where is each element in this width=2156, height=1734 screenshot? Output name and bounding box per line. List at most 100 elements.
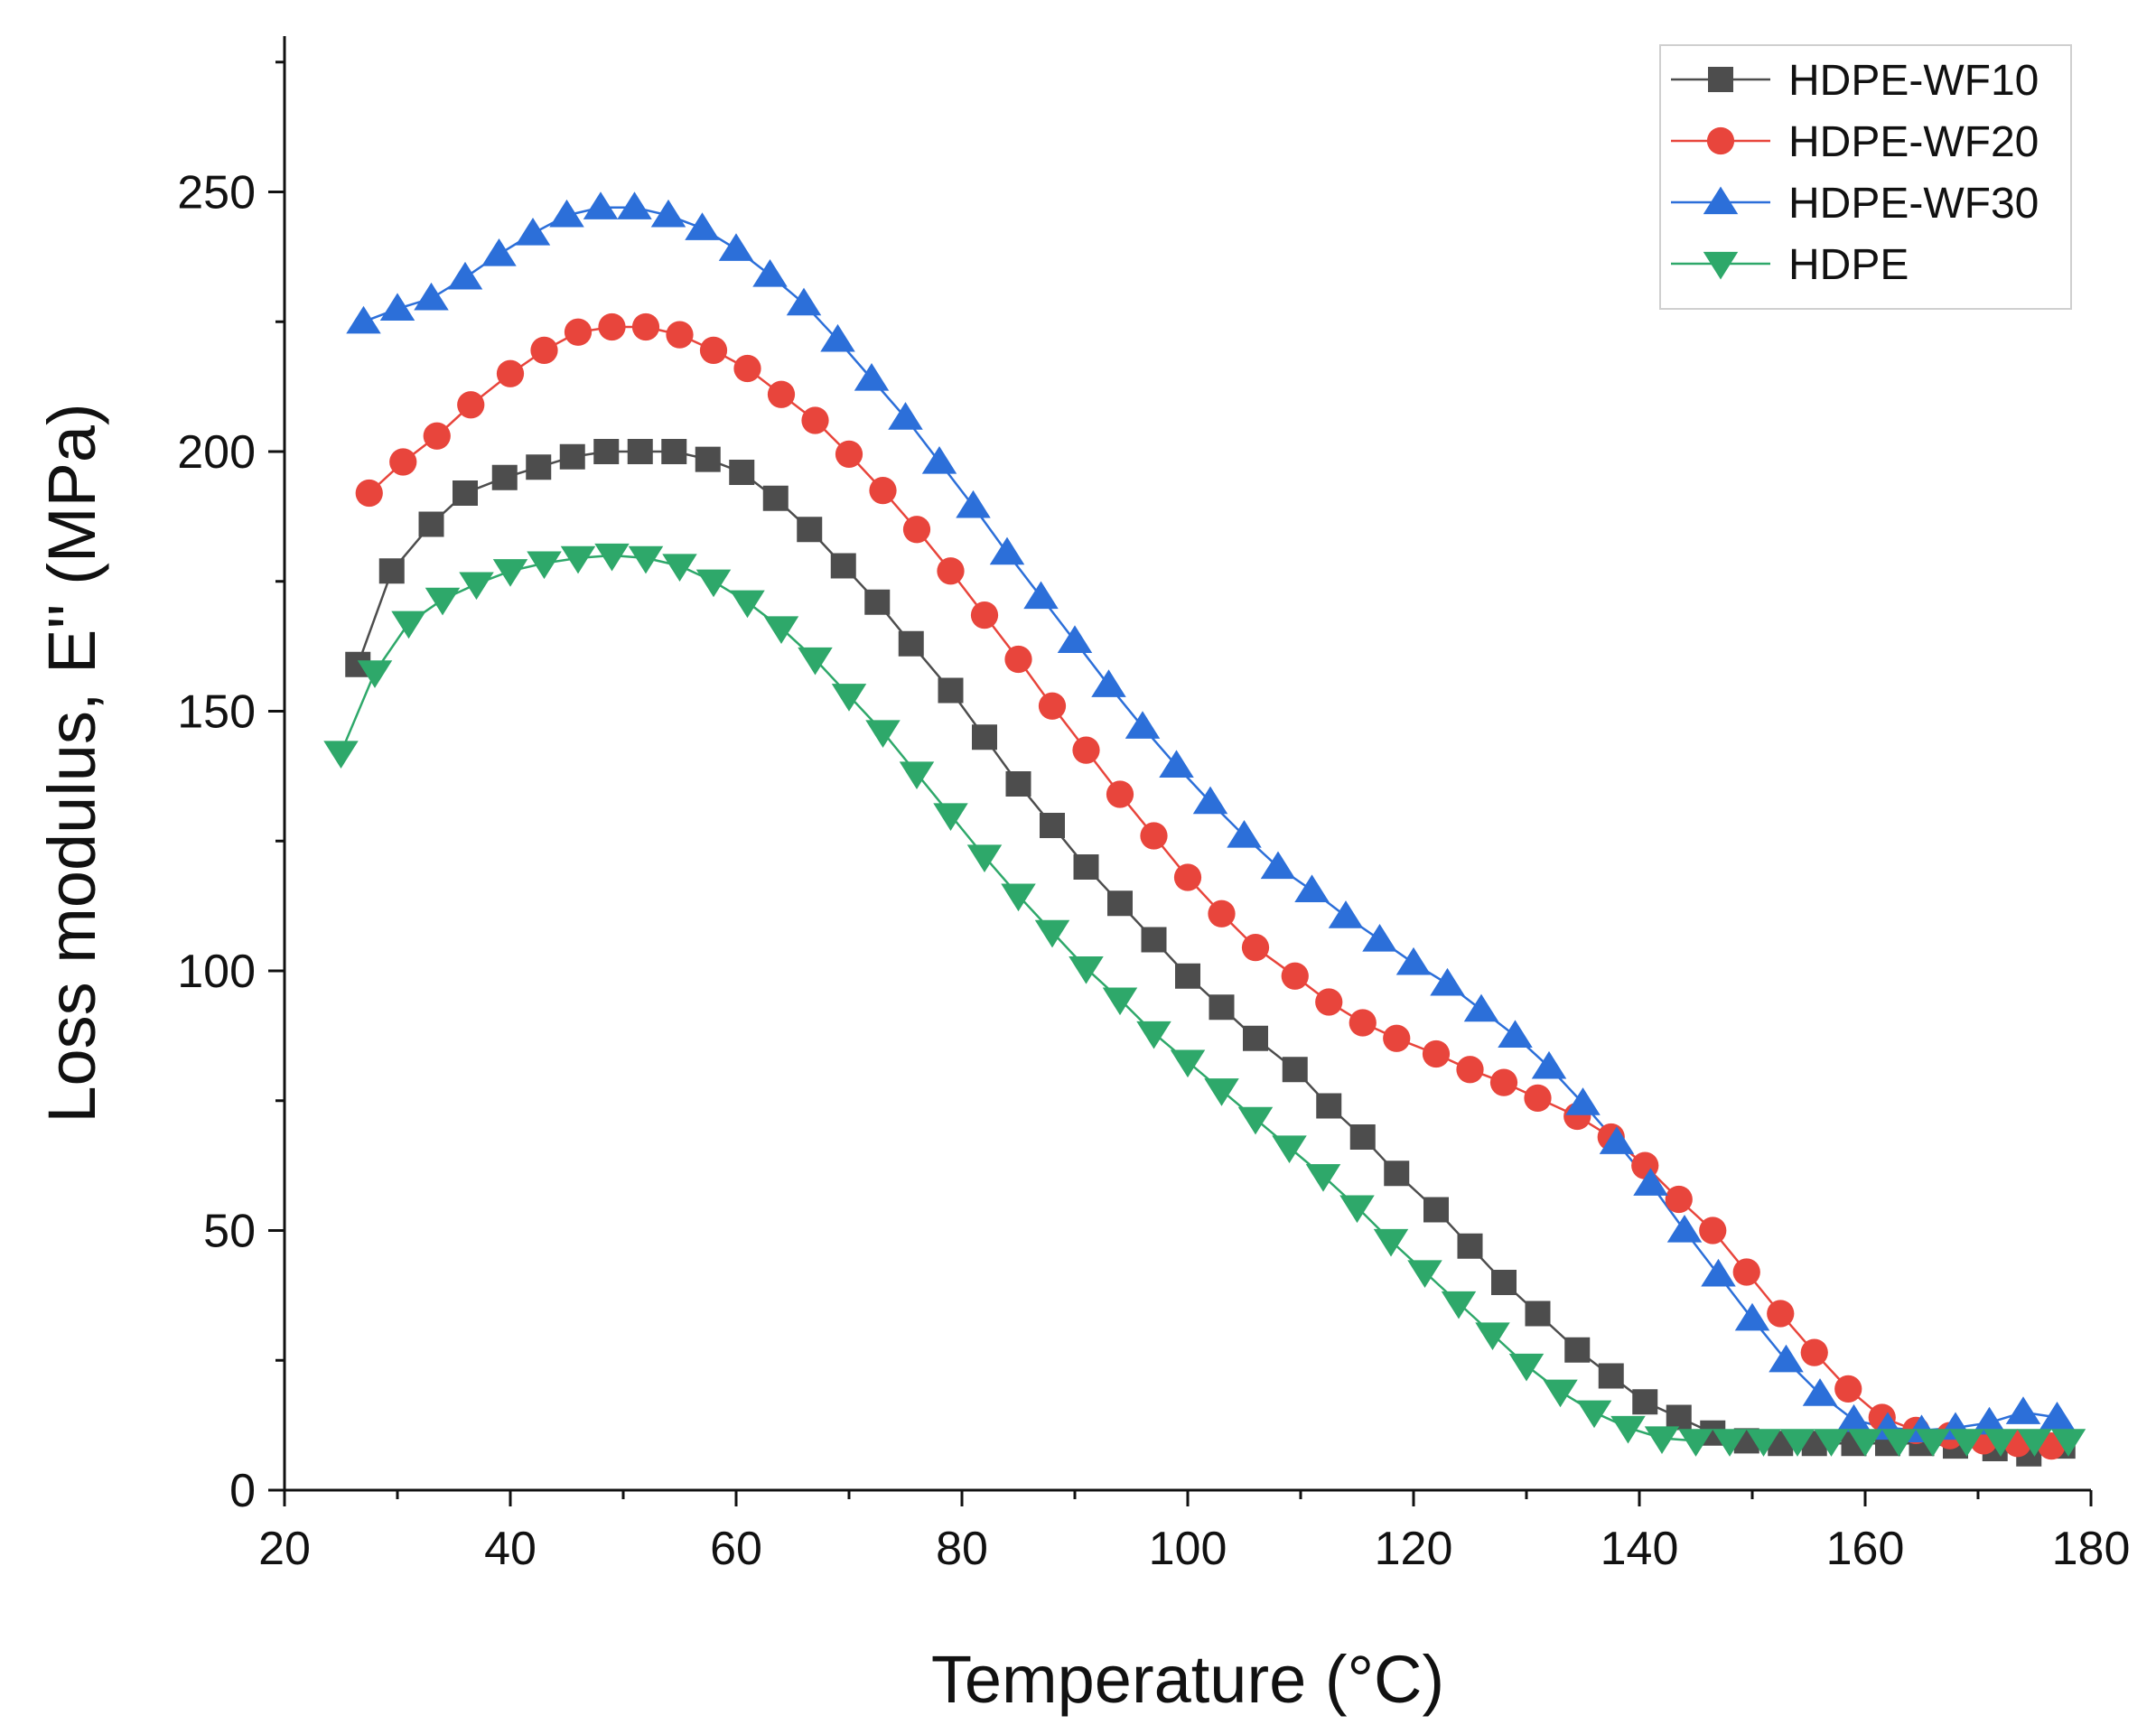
data-point-hdpe-wf20-14 — [835, 440, 863, 468]
data-point-hdpe-11 — [695, 569, 732, 598]
data-point-hdpe-0 — [323, 741, 359, 769]
data-point-hdpe-wf30-39 — [1666, 1215, 1703, 1243]
legend: HDPE-WF10 HDPE-WF20 HDPE-WF30 HDPE — [1659, 44, 2072, 310]
data-point-hdpe-wf20-1 — [389, 448, 417, 476]
data-point-hdpe-wf10-17 — [938, 677, 964, 704]
data-point-hdpe-wf30-21 — [1057, 625, 1093, 653]
data-point-hdpe-wf30-27 — [1260, 851, 1296, 880]
data-point-hdpe-wf20-2 — [423, 422, 451, 450]
data-point-hdpe-30 — [1339, 1195, 1375, 1224]
data-point-hdpe-wf20-0 — [355, 479, 383, 508]
data-point-hdpe-41 — [1712, 1429, 1748, 1457]
data-point-hdpe-wf20-15 — [869, 477, 897, 505]
legend-label-hdpe-wf10: HDPE-WF10 — [1788, 57, 2039, 105]
data-point-hdpe-wf30-18 — [956, 489, 991, 518]
data-point-hdpe-wf10-13 — [797, 517, 823, 543]
data-point-hdpe-wf30-38 — [1633, 1168, 1668, 1196]
data-point-hdpe-wf30-22 — [1091, 669, 1126, 697]
x-tick-label: 80 — [936, 1523, 988, 1575]
axes: 20 40 60 80 100 120 140 160 180 0 50 100 150 200 250 — [177, 36, 2130, 1575]
data-point-hdpe-wf30-36 — [1565, 1087, 1601, 1115]
data-point-hdpe-12 — [730, 590, 765, 619]
data-point-hdpe-wf10-20 — [1040, 813, 1065, 838]
data-point-hdpe-wf30-6 — [549, 199, 584, 228]
data-point-hdpe-35 — [1508, 1353, 1545, 1382]
data-point-hdpe-wf20-43 — [1834, 1375, 1862, 1403]
data-point-hdpe-wf30-35 — [1531, 1050, 1567, 1079]
data-point-hdpe-wf30-11 — [718, 233, 754, 261]
data-point-hdpe-wf20-26 — [1241, 934, 1270, 962]
data-point-hdpe-wf20-41 — [1767, 1300, 1795, 1328]
data-point-hdpe-wf10-3 — [453, 480, 478, 506]
data-point-hdpe-wf30-33 — [1463, 993, 1499, 1022]
data-point-hdpe-wf10-10 — [695, 446, 721, 472]
data-point-hdpe-18 — [933, 803, 968, 831]
data-point-hdpe-wf30-34 — [1498, 1020, 1533, 1048]
data-point-hdpe-wf10-8 — [627, 439, 653, 464]
data-point-hdpe-wf20-25 — [1208, 900, 1236, 928]
legend-marker-hdpe-wf10 — [1708, 67, 1733, 92]
x-tick-label: 160 — [1826, 1523, 1905, 1575]
data-point-hdpe-51 — [2050, 1429, 2086, 1457]
data-point-hdpe-wf30-43 — [1802, 1378, 1838, 1406]
data-point-hdpe-wf20-13 — [801, 406, 829, 434]
data-point-hdpe-wf30-16 — [888, 402, 923, 430]
data-point-hdpe-37 — [1576, 1400, 1612, 1429]
x-axis-title: Temperature (°C) — [931, 1642, 1444, 1717]
data-point-hdpe-22 — [1069, 956, 1104, 984]
data-point-hdpe-48 — [1949, 1429, 1984, 1457]
data-point-hdpe-wf30-7 — [583, 191, 619, 219]
data-point-hdpe-wf20-10 — [699, 336, 728, 364]
data-point-hdpe-wf10-19 — [1005, 771, 1031, 797]
data-point-hdpe-wf10-26 — [1243, 1025, 1268, 1051]
y-tick-label: 200 — [177, 426, 256, 479]
data-point-hdpe-wf20-3 — [457, 391, 485, 419]
data-point-hdpe-wf10-38 — [1666, 1404, 1692, 1431]
data-point-hdpe-10 — [662, 554, 697, 582]
data-point-hdpe-wf20-8 — [631, 312, 660, 341]
data-point-hdpe-wf10-27 — [1282, 1057, 1308, 1083]
data-point-hdpe-wf20-29 — [1349, 1009, 1377, 1037]
x-tick-label: 140 — [1601, 1523, 1679, 1575]
data-point-hdpe-46 — [1881, 1429, 1917, 1457]
data-point-hdpe-wf10-25 — [1209, 994, 1235, 1021]
y-tick-label: 0 — [229, 1465, 256, 1517]
data-point-hdpe-wf20-39 — [1699, 1217, 1727, 1245]
data-point-hdpe-wf10-18 — [972, 724, 997, 750]
data-point-hdpe-wf30-30 — [1362, 924, 1397, 952]
data-point-hdpe-wf10-29 — [1349, 1124, 1376, 1150]
x-tick-label: 120 — [1375, 1523, 1453, 1575]
data-point-hdpe-wf20-11 — [733, 354, 761, 383]
data-point-hdpe-1 — [357, 660, 393, 688]
data-point-hdpe-wf30-40 — [1701, 1258, 1736, 1287]
data-point-hdpe-wf20-12 — [767, 380, 796, 408]
x-tick-label: 40 — [484, 1523, 537, 1575]
data-point-hdpe-15 — [831, 684, 867, 712]
data-point-hdpe-wf20-17 — [937, 557, 965, 585]
legend-label-hdpe: HDPE — [1788, 241, 1909, 289]
data-point-hdpe-wf30-37 — [1599, 1126, 1635, 1154]
data-point-hdpe-wf30-44 — [1836, 1403, 1871, 1432]
legend-marker-hdpe-wf20 — [1706, 126, 1735, 155]
legend-marker-hdpe — [1703, 251, 1739, 280]
data-point-hdpe-wf30-14 — [820, 323, 855, 352]
data-point-hdpe-34 — [1475, 1322, 1510, 1350]
data-point-hdpe-wf10-9 — [661, 439, 687, 464]
data-point-hdpe-wf10-15 — [864, 589, 891, 615]
data-point-hdpe-20 — [1001, 883, 1036, 912]
data-point-hdpe-38 — [1610, 1415, 1646, 1444]
data-point-hdpe-wf10-35 — [1564, 1337, 1591, 1363]
data-point-hdpe-wf20-21 — [1072, 736, 1100, 764]
y-tick-label: 50 — [203, 1206, 256, 1258]
data-point-hdpe-wf30-41 — [1734, 1302, 1770, 1331]
data-point-hdpe-wf20-40 — [1732, 1258, 1760, 1286]
data-point-hdpe-32 — [1407, 1260, 1442, 1288]
data-point-hdpe-2 — [391, 611, 426, 639]
data-point-hdpe-wf30-0 — [346, 305, 381, 334]
data-point-hdpe-28 — [1272, 1135, 1307, 1163]
data-point-hdpe-wf20-5 — [530, 336, 558, 364]
data-point-hdpe-wf10-16 — [898, 630, 924, 657]
data-point-hdpe-6 — [527, 551, 562, 580]
data-point-hdpe-8 — [594, 543, 630, 572]
data-point-hdpe-wf10-37 — [1632, 1389, 1658, 1415]
